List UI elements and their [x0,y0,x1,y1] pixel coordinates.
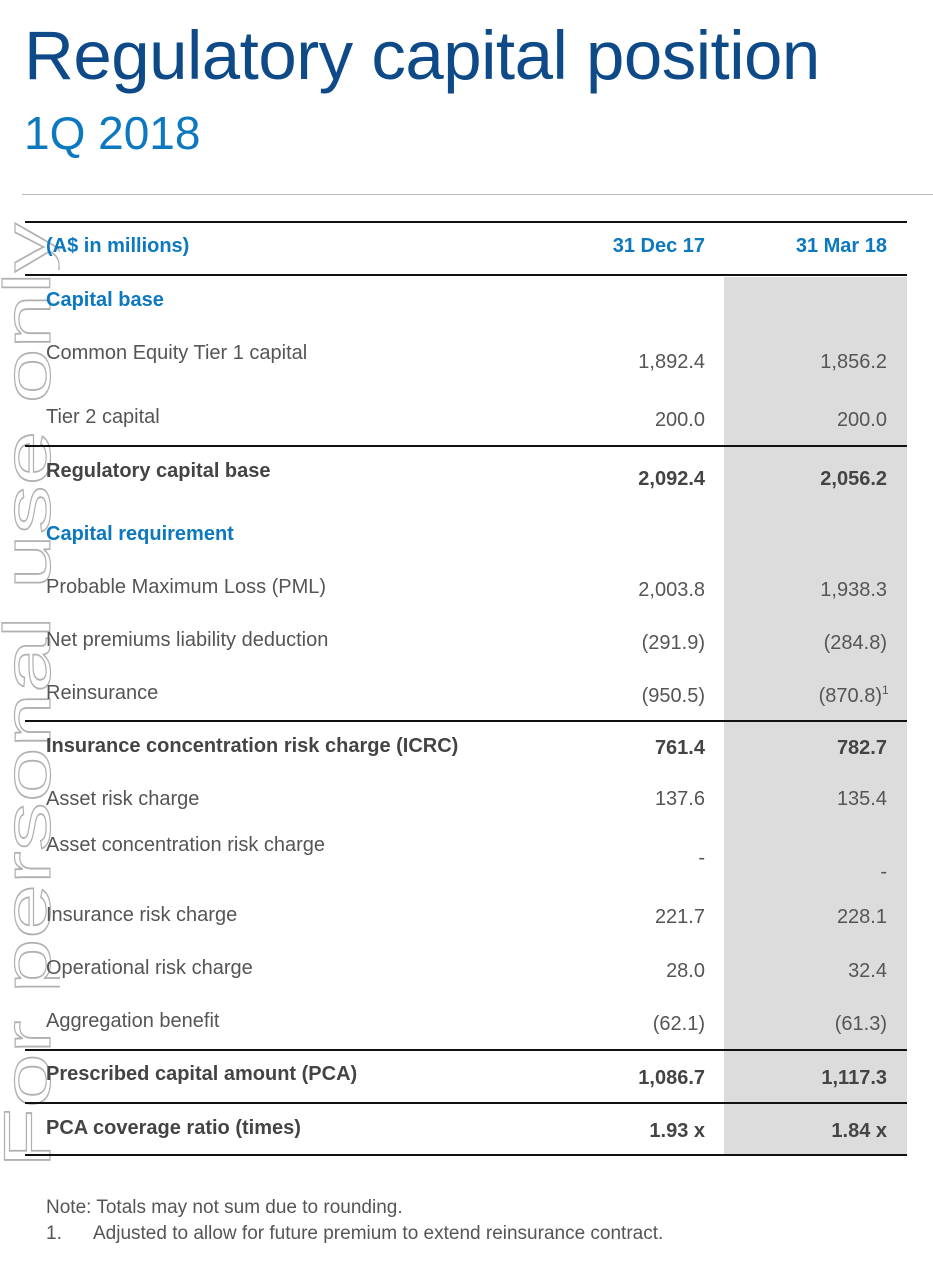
row-label: Common Equity Tier 1 capital [46,342,308,364]
cell: (291.9) [641,632,705,654]
row-label: Regulatory capital base [46,460,271,482]
cell: (284.8) [823,632,887,654]
cell: 2,092.4 [638,468,705,490]
rule [25,720,907,722]
row-label: Reinsurance [46,682,159,704]
cell: 2,003.8 [638,579,705,601]
rule [25,274,907,276]
rule [25,1049,907,1051]
rule [25,1102,907,1104]
rule [25,1154,907,1156]
watermark: For personal use only [0,222,60,1168]
cell: - [698,847,705,869]
cell: 1.93 x [649,1120,705,1142]
cell: 1.84 x [831,1120,887,1142]
column-header: 31 Dec 17 [612,235,705,257]
row-label: Asset concentration risk charge [46,834,326,856]
subtitle: 1Q 2018 [24,107,201,159]
row-label: Aggregation benefit [46,1010,220,1032]
cell: 200.0 [836,409,887,431]
rule [25,445,907,447]
row-label: Probable Maximum Loss (PML) [46,576,327,598]
cell: 1,086.7 [638,1067,705,1089]
row-label: Net premiums liability deduction [46,629,329,651]
cell: 1,117.3 [821,1067,887,1089]
note: Note: Totals may not sum due to rounding… [46,1197,403,1218]
row-label: Insurance risk charge [46,904,238,926]
footnote-text: Adjusted to allow for future premium to … [93,1223,664,1244]
cell: 135.4 [836,788,887,810]
cell: (62.1) [652,1013,705,1035]
cell: 782.7 [836,737,887,759]
cell: (870.8) [818,685,882,707]
cell: (61.3) [834,1013,887,1035]
column-header: (A$ in millions) [46,235,190,257]
row-label: PCA coverage ratio (times) [46,1117,301,1139]
column-shade [724,277,907,1155]
rule [25,221,907,223]
row-label: Insurance concentration risk charge (ICR… [46,735,459,757]
cell: 221.7 [654,906,705,928]
cell: 1,938.3 [820,579,887,601]
section-heading: Capital base [46,289,164,311]
cell: 32.4 [848,960,887,982]
row-label: Operational risk charge [46,957,253,979]
cell: - [880,861,887,883]
cell: 1,892.4 [638,351,705,373]
cell: 137.6 [654,788,705,810]
row-label: Tier 2 capital [46,406,160,428]
title: Regulatory capital position [24,17,820,94]
section-heading: Capital requirement [46,523,234,545]
cell: 228.1 [836,906,887,928]
watermark-text: For personal use only [0,223,60,1168]
footnote-number: 1. [46,1223,62,1244]
cell: 1,856.2 [820,351,887,373]
cell: 761.4 [654,737,705,759]
row-label: Prescribed capital amount (PCA) [46,1063,358,1085]
divider [22,194,933,195]
cell: (950.5) [641,685,705,707]
row-label: Asset risk charge [46,788,200,810]
footnote-ref: 1 [882,683,889,697]
cell: 2,056.2 [820,468,887,490]
cell: 200.0 [654,409,705,431]
column-header: 31 Mar 18 [795,235,887,257]
cell: 28.0 [666,960,705,982]
